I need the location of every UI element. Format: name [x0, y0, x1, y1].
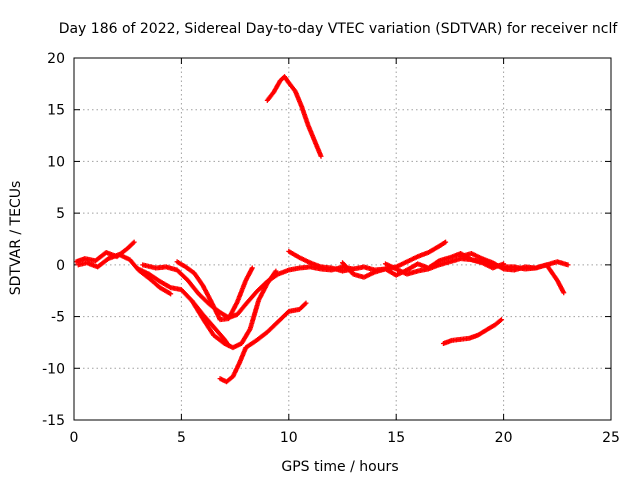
y-tick-label: 0	[56, 258, 65, 274]
x-tick-label: 10	[280, 430, 298, 446]
y-tick-label: 20	[47, 51, 65, 67]
y-tick-label: -5	[51, 310, 65, 326]
x-tick-label: 0	[70, 430, 79, 446]
data-point	[168, 291, 174, 297]
data-point	[498, 317, 504, 323]
y-tick-label: 10	[47, 154, 65, 170]
x-tick-label: 25	[602, 430, 620, 446]
series-arc8	[264, 74, 324, 159]
chart-title: Day 186 of 2022, Sidereal Day-to-day VTE…	[59, 21, 619, 37]
y-tick-label: 5	[56, 206, 65, 222]
x-tick-label: 5	[177, 430, 186, 446]
y-axis-label: SDTVAR / TECUs	[8, 181, 24, 296]
grid	[74, 58, 611, 420]
series-arc13	[440, 317, 504, 346]
x-axis-label: GPS time / hours	[281, 459, 398, 475]
data-point	[565, 262, 571, 268]
data-point	[131, 239, 137, 245]
y-tick-label: 15	[47, 103, 65, 119]
data-point	[561, 290, 567, 296]
series-arc5	[174, 259, 255, 323]
plot-frame	[73, 57, 612, 421]
y-tick-label: -15	[42, 413, 65, 429]
series-arc7	[217, 300, 309, 385]
series-arc6	[189, 268, 279, 351]
x-tick-label: 15	[387, 430, 405, 446]
data-point	[249, 265, 255, 271]
y-tick-label: -10	[42, 361, 65, 377]
data-point	[443, 239, 449, 245]
data-point	[303, 300, 309, 306]
data-points	[73, 74, 571, 385]
series-arc12	[458, 250, 567, 296]
data-point	[273, 268, 279, 274]
x-tick-label: 20	[495, 430, 513, 446]
data-point	[318, 153, 324, 159]
